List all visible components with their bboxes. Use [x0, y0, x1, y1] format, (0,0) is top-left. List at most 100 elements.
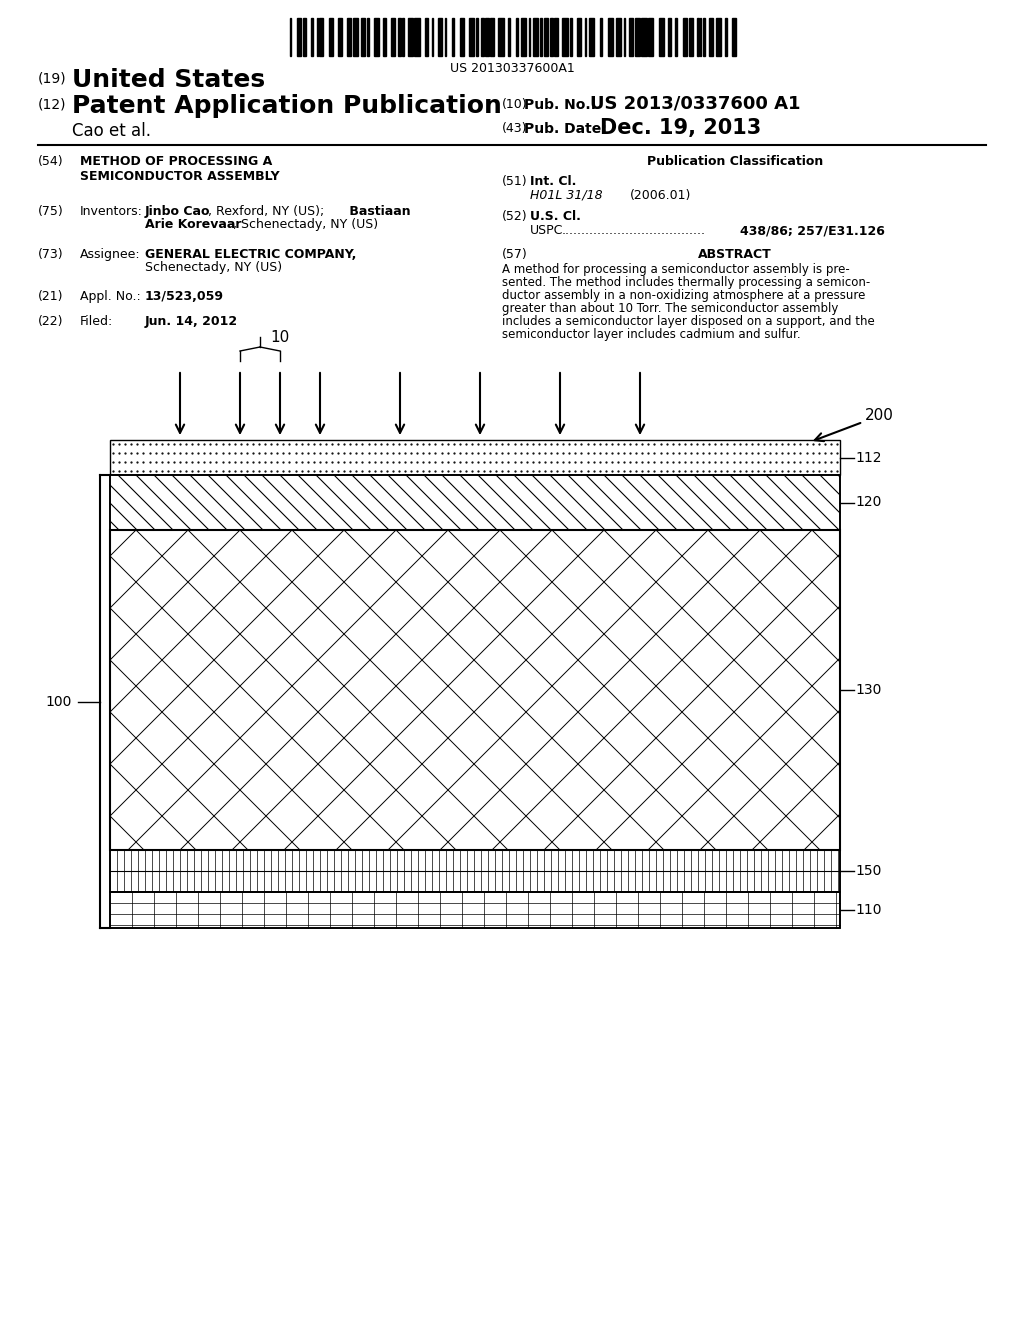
Text: 120: 120 — [855, 495, 882, 510]
Text: 150: 150 — [855, 865, 882, 878]
Bar — [585, 18, 587, 55]
Bar — [431, 18, 433, 55]
Text: 130: 130 — [855, 682, 882, 697]
Bar — [508, 18, 510, 55]
Text: Pub. No.:: Pub. No.: — [524, 98, 596, 112]
Text: (75): (75) — [38, 205, 63, 218]
Bar — [608, 18, 613, 55]
Bar — [438, 18, 442, 55]
Bar — [360, 18, 365, 55]
Text: (21): (21) — [38, 290, 63, 304]
Bar — [732, 18, 736, 55]
Bar — [110, 475, 840, 531]
Bar — [425, 18, 428, 55]
Bar — [485, 18, 489, 55]
Text: (12): (12) — [38, 98, 67, 112]
Text: USPC: USPC — [530, 224, 563, 238]
Bar — [648, 18, 653, 55]
Bar — [110, 531, 840, 850]
Text: Inventors:: Inventors: — [80, 205, 143, 218]
Text: (22): (22) — [38, 315, 63, 327]
Bar — [624, 18, 626, 55]
Bar — [716, 18, 721, 55]
Text: 112: 112 — [855, 450, 882, 465]
Text: includes a semiconductor layer disposed on a support, and the: includes a semiconductor layer disposed … — [502, 315, 874, 327]
Bar — [570, 18, 571, 55]
Bar — [481, 18, 483, 55]
Bar — [391, 18, 395, 55]
Text: Jun. 14, 2012: Jun. 14, 2012 — [145, 315, 239, 327]
Bar — [110, 892, 840, 928]
Bar — [303, 18, 306, 55]
Bar — [629, 18, 633, 55]
Text: Bastiaan: Bastiaan — [345, 205, 411, 218]
Text: greater than about 10 Torr. The semiconductor assembly: greater than about 10 Torr. The semicond… — [502, 302, 839, 315]
Bar — [444, 18, 446, 55]
Bar — [347, 18, 351, 55]
Text: A method for processing a semiconductor assembly is pre-: A method for processing a semiconductor … — [502, 263, 850, 276]
Text: (19): (19) — [38, 73, 67, 86]
Bar — [475, 18, 478, 55]
Bar — [641, 18, 646, 55]
Text: (51): (51) — [502, 176, 527, 187]
Bar — [110, 850, 840, 892]
Text: Arie Korevaar: Arie Korevaar — [145, 218, 242, 231]
Text: Assignee:: Assignee: — [80, 248, 140, 261]
Text: ....................................: .................................... — [562, 224, 706, 238]
Text: (52): (52) — [502, 210, 527, 223]
Text: 100: 100 — [46, 694, 72, 709]
Text: US 2013/0337600 A1: US 2013/0337600 A1 — [590, 94, 801, 112]
Bar — [516, 18, 518, 55]
Text: (43): (43) — [502, 121, 527, 135]
Text: ductor assembly in a non-oxidizing atmosphere at a pressure: ductor assembly in a non-oxidizing atmos… — [502, 289, 865, 302]
Bar — [469, 18, 474, 55]
Text: 438/86; 257/E31.126: 438/86; 257/E31.126 — [740, 224, 885, 238]
Bar — [668, 18, 671, 55]
Text: (73): (73) — [38, 248, 63, 261]
Bar — [700, 18, 701, 55]
Text: 10: 10 — [270, 330, 290, 345]
Bar — [725, 18, 727, 55]
Bar — [554, 18, 558, 55]
Bar — [635, 18, 640, 55]
Bar — [110, 850, 840, 892]
Bar — [578, 18, 581, 55]
Text: (54): (54) — [38, 154, 63, 168]
Bar — [311, 18, 312, 55]
Bar — [689, 18, 693, 55]
Bar — [110, 531, 840, 850]
Bar — [398, 18, 400, 55]
Bar — [368, 18, 369, 55]
Text: , Schenectady, NY (US): , Schenectady, NY (US) — [233, 218, 378, 231]
Text: semiconductor layer includes cadmium and sulfur.: semiconductor layer includes cadmium and… — [502, 327, 801, 341]
Text: (2006.01): (2006.01) — [630, 189, 691, 202]
Bar — [529, 18, 530, 55]
Text: US 20130337600A1: US 20130337600A1 — [450, 62, 574, 75]
Bar — [562, 18, 567, 55]
Bar — [374, 18, 380, 55]
Bar — [499, 18, 504, 55]
Text: Appl. No.:: Appl. No.: — [80, 290, 140, 304]
Bar — [110, 475, 840, 531]
Text: 13/523,059: 13/523,059 — [145, 290, 224, 304]
Text: (10): (10) — [502, 98, 527, 111]
Text: Pub. Date:: Pub. Date: — [524, 121, 607, 136]
Text: , Rexford, NY (US);: , Rexford, NY (US); — [208, 205, 325, 218]
Bar — [383, 18, 386, 55]
Bar — [589, 18, 595, 55]
Bar — [697, 18, 698, 55]
Bar — [490, 18, 495, 55]
Text: H01L 31/18: H01L 31/18 — [530, 189, 603, 202]
Bar — [338, 18, 342, 55]
Bar — [460, 18, 464, 55]
Bar — [550, 18, 553, 55]
Text: Publication Classification: Publication Classification — [647, 154, 823, 168]
Text: METHOD OF PROCESSING A
SEMICONDUCTOR ASSEMBLY: METHOD OF PROCESSING A SEMICONDUCTOR ASS… — [80, 154, 280, 183]
Bar — [675, 18, 677, 55]
Bar — [452, 18, 455, 55]
Text: GENERAL ELECTRIC COMPANY,: GENERAL ELECTRIC COMPANY, — [145, 248, 356, 261]
Text: 200: 200 — [865, 408, 894, 422]
Text: (57): (57) — [502, 248, 527, 261]
Text: Cao et al.: Cao et al. — [72, 121, 151, 140]
Bar — [110, 892, 840, 928]
